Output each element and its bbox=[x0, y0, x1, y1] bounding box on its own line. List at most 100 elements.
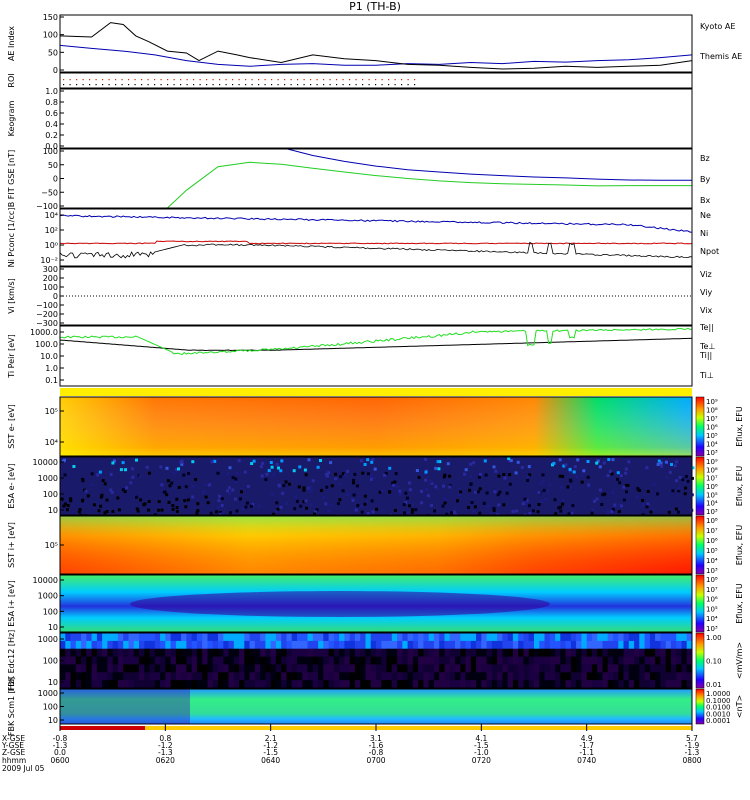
cell bbox=[144, 680, 151, 689]
legend-entry: Bz bbox=[700, 154, 710, 163]
cell bbox=[439, 633, 445, 642]
y-axis-label: SST e- [eV] bbox=[7, 404, 16, 449]
cell bbox=[491, 648, 498, 658]
cell bbox=[112, 656, 119, 665]
cell bbox=[286, 680, 293, 689]
cell bbox=[686, 648, 693, 658]
roi-dot bbox=[173, 84, 175, 86]
roi-dot bbox=[238, 84, 240, 86]
cell bbox=[476, 633, 482, 642]
cell bbox=[309, 489, 313, 493]
cell bbox=[284, 480, 288, 484]
series-npot bbox=[59, 214, 692, 233]
cell bbox=[397, 680, 403, 689]
cell bbox=[123, 680, 129, 689]
cell bbox=[291, 648, 298, 658]
cell bbox=[536, 510, 540, 514]
x-row-label: Z-GSE bbox=[2, 748, 26, 757]
cell bbox=[286, 672, 293, 681]
cell bbox=[622, 485, 626, 489]
cell bbox=[518, 640, 524, 650]
x-tick-label: -1.7 bbox=[579, 741, 594, 750]
cell bbox=[260, 633, 266, 642]
cell bbox=[360, 504, 364, 508]
cell bbox=[516, 460, 520, 464]
cell bbox=[610, 510, 614, 514]
cell bbox=[491, 664, 498, 673]
cell bbox=[502, 664, 509, 673]
cell bbox=[414, 508, 418, 512]
cell bbox=[381, 664, 388, 673]
cell bbox=[302, 672, 309, 681]
cell bbox=[287, 482, 291, 486]
cell bbox=[523, 497, 527, 501]
cell bbox=[486, 648, 493, 658]
cell bbox=[676, 640, 682, 650]
cell bbox=[216, 505, 220, 509]
cell bbox=[96, 640, 103, 650]
x-tick-label: 4.1 bbox=[475, 734, 487, 743]
cell bbox=[370, 460, 374, 464]
cell bbox=[117, 640, 124, 650]
cell bbox=[442, 484, 445, 488]
cell bbox=[100, 493, 104, 497]
cell bbox=[491, 680, 498, 689]
cell bbox=[139, 656, 145, 665]
cell bbox=[217, 499, 221, 503]
cell bbox=[404, 501, 408, 505]
cell bbox=[86, 680, 93, 689]
cell bbox=[241, 488, 245, 492]
cell bbox=[384, 471, 388, 475]
cell bbox=[544, 656, 551, 665]
cell bbox=[171, 507, 175, 511]
roi-dot bbox=[206, 84, 208, 86]
roi-dot bbox=[303, 84, 305, 86]
roi-dot bbox=[310, 79, 312, 81]
cell bbox=[228, 492, 232, 495]
cell bbox=[423, 680, 430, 689]
cell bbox=[66, 508, 69, 512]
cell bbox=[212, 656, 219, 665]
cell bbox=[212, 648, 219, 658]
cell bbox=[99, 495, 103, 499]
cell bbox=[581, 640, 588, 650]
cell bbox=[233, 640, 240, 650]
cell bbox=[75, 633, 82, 642]
cell bbox=[254, 672, 261, 681]
cell bbox=[354, 672, 361, 681]
cell bbox=[665, 672, 672, 681]
cell bbox=[233, 648, 240, 658]
cell bbox=[160, 633, 166, 642]
cell bbox=[549, 680, 556, 689]
cell bbox=[328, 656, 335, 665]
cell bbox=[444, 648, 451, 658]
cell bbox=[444, 672, 451, 681]
cell bbox=[233, 656, 240, 665]
roi-dot bbox=[108, 79, 110, 81]
cell bbox=[207, 640, 214, 650]
cell bbox=[565, 648, 572, 658]
cell bbox=[207, 648, 214, 658]
cell bbox=[112, 459, 116, 463]
cell bbox=[465, 648, 472, 658]
roi-dot bbox=[128, 84, 130, 86]
cell bbox=[65, 680, 72, 689]
cell bbox=[299, 504, 303, 508]
cell bbox=[544, 664, 551, 673]
cell bbox=[138, 474, 142, 478]
cell bbox=[675, 479, 678, 483]
cell bbox=[644, 633, 651, 642]
cell bbox=[218, 494, 222, 498]
cell bbox=[223, 680, 230, 689]
x-tick-label: 0620 bbox=[156, 756, 175, 765]
cell bbox=[391, 656, 398, 665]
cell bbox=[291, 640, 298, 650]
cell bbox=[386, 640, 393, 650]
cell bbox=[428, 640, 435, 650]
cell bbox=[433, 664, 440, 673]
y-tick-label: 150 bbox=[43, 13, 58, 22]
cell bbox=[376, 633, 382, 642]
cell bbox=[281, 672, 287, 681]
cell bbox=[145, 465, 149, 469]
cell bbox=[544, 672, 551, 681]
